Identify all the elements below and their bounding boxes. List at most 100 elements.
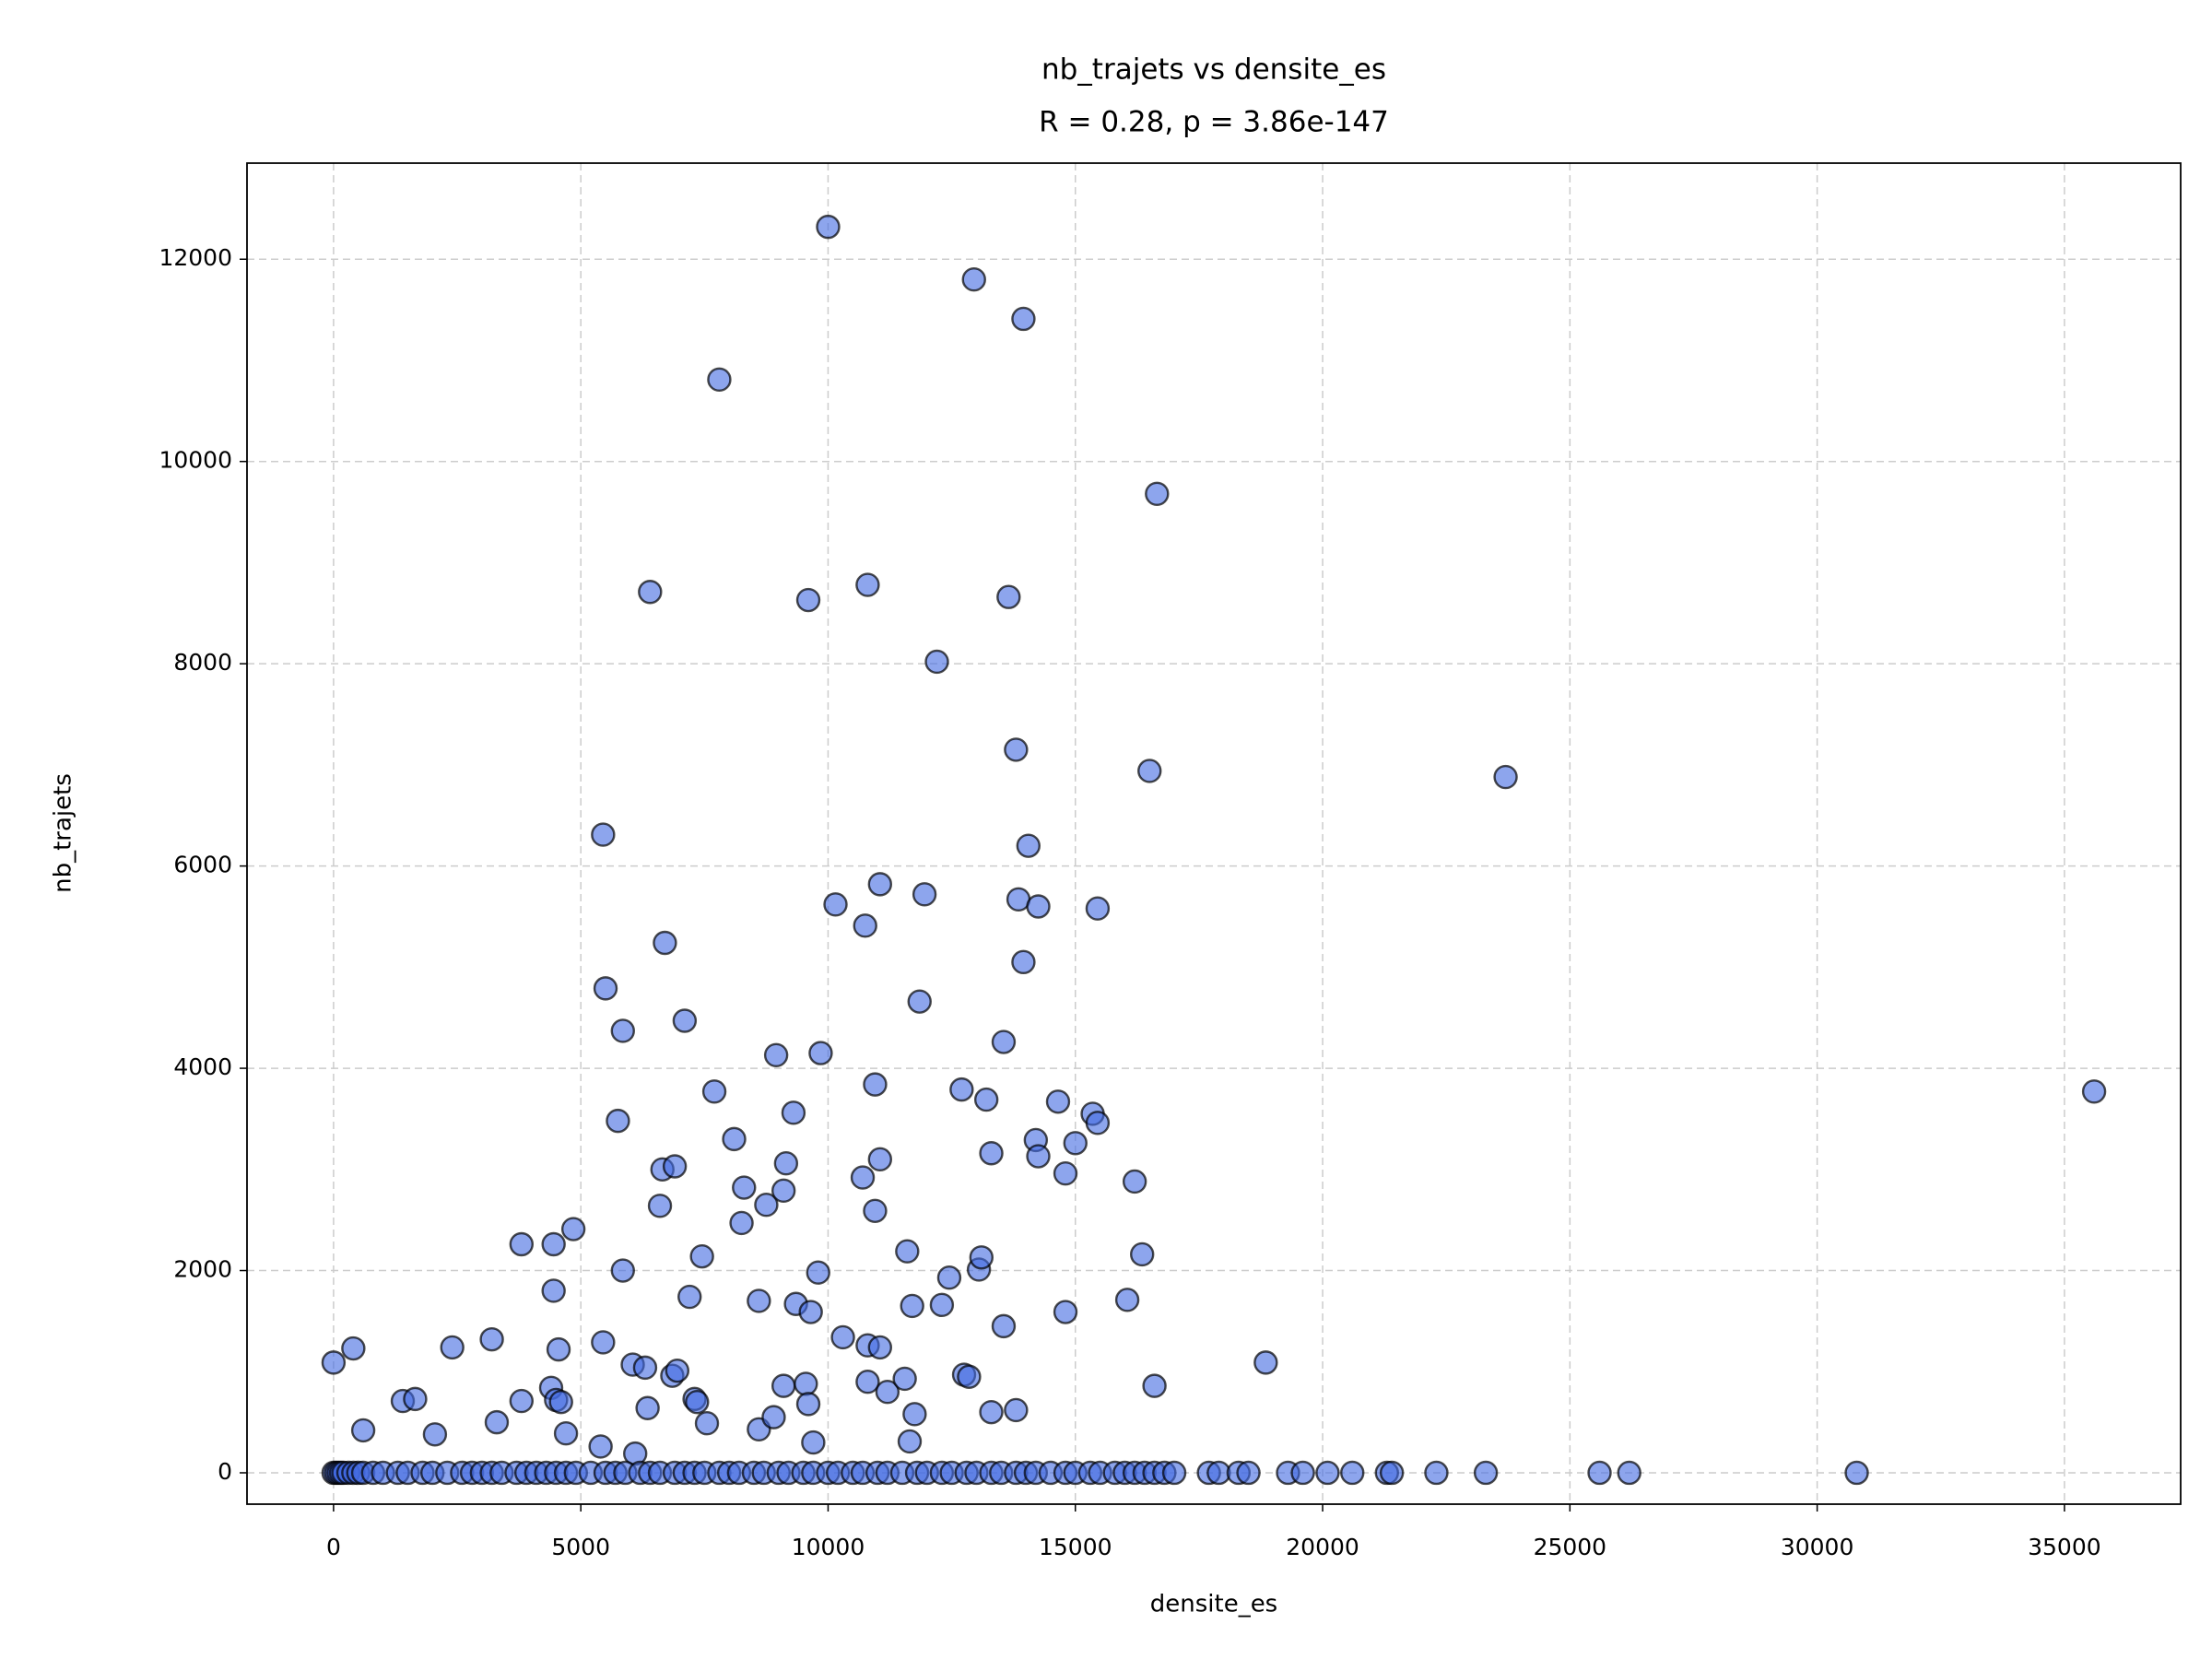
scatter-point xyxy=(341,1335,366,1361)
x-tick-label: 25000 xyxy=(1534,1534,1607,1560)
y-tick-label: 6000 xyxy=(173,852,232,878)
chart-subtitle: R = 0.28, p = 3.86e-147 xyxy=(1039,106,1389,139)
scatter-point xyxy=(763,1042,789,1068)
scatter-point xyxy=(1063,1131,1088,1156)
plot-area: 0 5000 10000 15000 20000 25000 30000 35000 0 2000… xyxy=(159,163,2181,1560)
scatter-point xyxy=(403,1386,428,1412)
x-tick-label: 10000 xyxy=(792,1534,865,1560)
scatter-point xyxy=(991,1030,1017,1054)
scatter-point xyxy=(729,1210,754,1236)
scatter-point xyxy=(806,1260,830,1285)
x-tick-label: 15000 xyxy=(1039,1534,1112,1560)
scatter-point xyxy=(653,930,677,956)
scatter-point xyxy=(635,1395,660,1420)
scatter-point xyxy=(867,1147,893,1172)
scatter-point xyxy=(795,1392,821,1417)
scatter-point xyxy=(867,1335,893,1360)
y-tick-label: 0 xyxy=(218,1458,232,1485)
scatter-point xyxy=(591,1330,616,1355)
scatter-point xyxy=(440,1335,465,1360)
scatter-point xyxy=(662,1154,688,1179)
scatter-point xyxy=(900,1293,924,1319)
scatter-point xyxy=(957,1364,982,1389)
scatter-point xyxy=(1129,1241,1155,1267)
scatter-point xyxy=(1137,759,1162,783)
scatter-point xyxy=(863,1072,888,1097)
y-tick-label: 12000 xyxy=(159,244,232,271)
x-tick-label: 35000 xyxy=(2028,1534,2101,1560)
scatter-point xyxy=(509,1388,534,1414)
scatter-point xyxy=(548,1389,573,1415)
scatter-point xyxy=(1161,1460,1187,1486)
scatter-point xyxy=(949,1077,974,1102)
scatter-point xyxy=(1142,1373,1167,1398)
scatter-point xyxy=(979,1141,1004,1166)
scatter-point xyxy=(672,1008,698,1033)
scatter-point xyxy=(973,1087,999,1112)
scatter-point xyxy=(1315,1460,1340,1486)
scatter-point xyxy=(484,1409,510,1435)
scatter-point xyxy=(795,587,821,613)
scatter-point xyxy=(1016,833,1041,858)
scatter-point xyxy=(907,989,932,1014)
scatter-point xyxy=(830,1324,855,1350)
scatter-point xyxy=(991,1313,1017,1339)
scatter-point xyxy=(422,1422,448,1447)
scatter-point xyxy=(509,1231,534,1257)
scatter-point xyxy=(853,913,877,938)
scatter-point xyxy=(1473,1460,1499,1486)
scatter-point xyxy=(875,1380,900,1405)
scatter-point xyxy=(677,1284,702,1310)
scatter-point xyxy=(541,1231,566,1257)
scatter-point xyxy=(665,1358,690,1383)
scatter-point xyxy=(591,822,616,847)
scatter-point xyxy=(1085,1111,1111,1135)
plot-frame xyxy=(246,162,2182,1505)
x-tick-label: 0 xyxy=(326,1534,341,1560)
y-tick-label: 8000 xyxy=(173,649,232,676)
scatter-point xyxy=(1004,1397,1029,1423)
scatter-point xyxy=(1587,1460,1612,1486)
y-tick-label: 2000 xyxy=(173,1256,232,1283)
scatter-point xyxy=(546,1336,571,1362)
scatter-point xyxy=(479,1326,504,1352)
scatter-point xyxy=(685,1389,710,1415)
scatter-point xyxy=(747,1288,771,1313)
scatter-point xyxy=(593,976,618,1001)
scatter-point xyxy=(1114,1288,1140,1312)
chart-title: nb_trajets vs densite_es xyxy=(1041,53,1386,87)
scatter-point xyxy=(689,1243,714,1269)
scatter-point xyxy=(808,1041,833,1065)
y-axis-label: nb_trajets xyxy=(50,773,77,893)
scatter-point xyxy=(1053,1160,1078,1186)
x-tick-label: 5000 xyxy=(551,1534,610,1560)
scatter-point xyxy=(794,1371,818,1396)
scatter-point xyxy=(1236,1460,1261,1486)
y-tick-label: 4000 xyxy=(173,1053,232,1080)
scatter-point xyxy=(1122,1169,1147,1194)
scatter-point xyxy=(560,1217,586,1241)
scatter-point xyxy=(701,1079,727,1104)
scatter-point xyxy=(541,1278,566,1303)
scatter-point xyxy=(979,1399,1004,1425)
scatter-point xyxy=(1026,894,1051,919)
x-tick-label: 20000 xyxy=(1286,1534,1359,1560)
scatter-point xyxy=(929,1292,955,1318)
scatter-point xyxy=(694,1411,720,1436)
scatter-point xyxy=(1145,481,1170,507)
scatter-point xyxy=(771,1178,796,1204)
x-tick-label: 30000 xyxy=(1781,1534,1854,1560)
scatter-point xyxy=(823,892,848,917)
scatter-point xyxy=(912,882,937,907)
scatter-point xyxy=(850,1165,876,1190)
scatter-point xyxy=(771,1373,796,1398)
scatter-point xyxy=(936,1265,962,1290)
scatter-point xyxy=(350,1418,376,1443)
x-axis-label: densite_es xyxy=(1150,1591,1277,1618)
scatter-point xyxy=(588,1434,613,1459)
scatter-point xyxy=(773,1151,799,1176)
scatter-point xyxy=(855,1370,880,1394)
scatter-point xyxy=(610,1258,635,1283)
